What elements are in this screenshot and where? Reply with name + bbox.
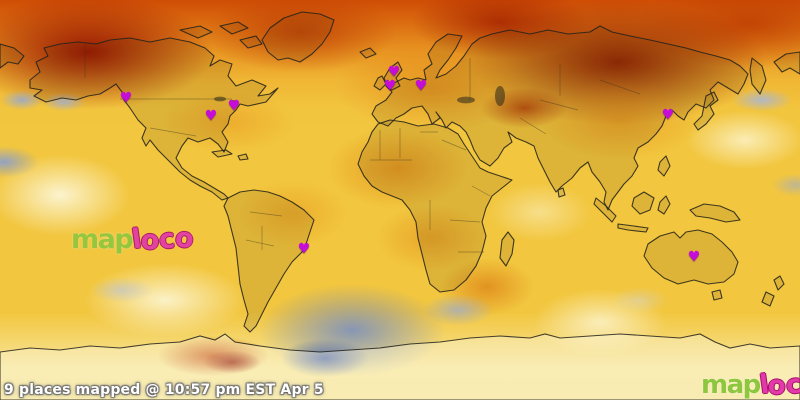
continent-outlines: [0, 11, 800, 400]
logo-letter: o: [766, 370, 788, 400]
place-marker-heart[interactable]: ♥: [387, 64, 401, 81]
country-borders: [84, 44, 641, 253]
maploco-logo-watermark[interactable]: maploco: [71, 221, 196, 257]
maploco-logo-bottom-right[interactable]: maploco: [701, 368, 800, 400]
place-marker-heart[interactable]: ♥: [204, 108, 218, 125]
logo-text-loco: loco: [758, 368, 800, 400]
place-marker-heart[interactable]: ♥: [119, 90, 133, 107]
logo-text-map: map: [71, 224, 134, 255]
logo-text-map: map: [701, 370, 761, 400]
place-marker-heart[interactable]: ♥: [383, 78, 397, 95]
place-marker-heart[interactable]: ♥: [297, 241, 311, 258]
place-marker-heart[interactable]: ♥: [414, 78, 428, 95]
logo-letter: o: [172, 221, 196, 256]
logo-text-loco: loco: [130, 221, 196, 257]
place-marker-heart[interactable]: ♥: [661, 107, 675, 124]
place-marker-heart[interactable]: ♥: [227, 98, 241, 115]
places-mapped-caption: 9 places mapped @ 10:57 pm EST Apr 5: [4, 382, 324, 398]
place-marker-heart[interactable]: ♥: [687, 249, 701, 266]
